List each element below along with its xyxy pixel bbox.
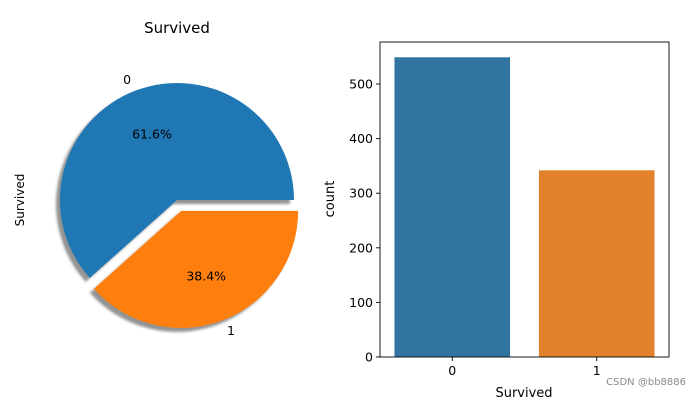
pie-value-label: 61.6% — [132, 126, 172, 141]
y-tick-label: 0 — [365, 350, 373, 365]
pie-title: Survived — [144, 19, 210, 37]
bar-ylabel: count — [323, 181, 338, 218]
pie-slices — [60, 83, 299, 328]
watermark: CSDN @bb8886 — [606, 377, 686, 388]
pie-value-label: 38.4% — [186, 269, 226, 284]
bar-1 — [538, 170, 655, 357]
bar-0 — [394, 57, 511, 358]
pie-chart: Survived Survived 61.6% 0 38.4% 1 — [13, 19, 299, 338]
pie-ylabel: Survived — [13, 174, 27, 227]
pie-category-label: 1 — [227, 323, 235, 338]
bar-bars — [394, 57, 655, 358]
bar-xlabel: Survived — [495, 386, 552, 401]
bar-y-ticks: 0 100 200 300 400 500 — [349, 77, 380, 365]
x-tick-label: 1 — [593, 363, 601, 378]
x-tick-label: 0 — [448, 363, 456, 378]
pie-slice-1 — [93, 210, 299, 328]
pie-category-label: 0 — [123, 72, 131, 87]
y-tick-label: 500 — [349, 77, 373, 92]
y-tick-label: 400 — [349, 131, 373, 146]
bar-axes-frame — [379, 41, 670, 358]
pie-labels: 61.6% 0 38.4% 1 — [123, 72, 235, 338]
pie-slice-0 — [60, 83, 294, 278]
y-tick-label: 200 — [349, 240, 373, 255]
y-tick-label: 300 — [349, 186, 373, 201]
y-tick-label: 100 — [349, 295, 373, 310]
